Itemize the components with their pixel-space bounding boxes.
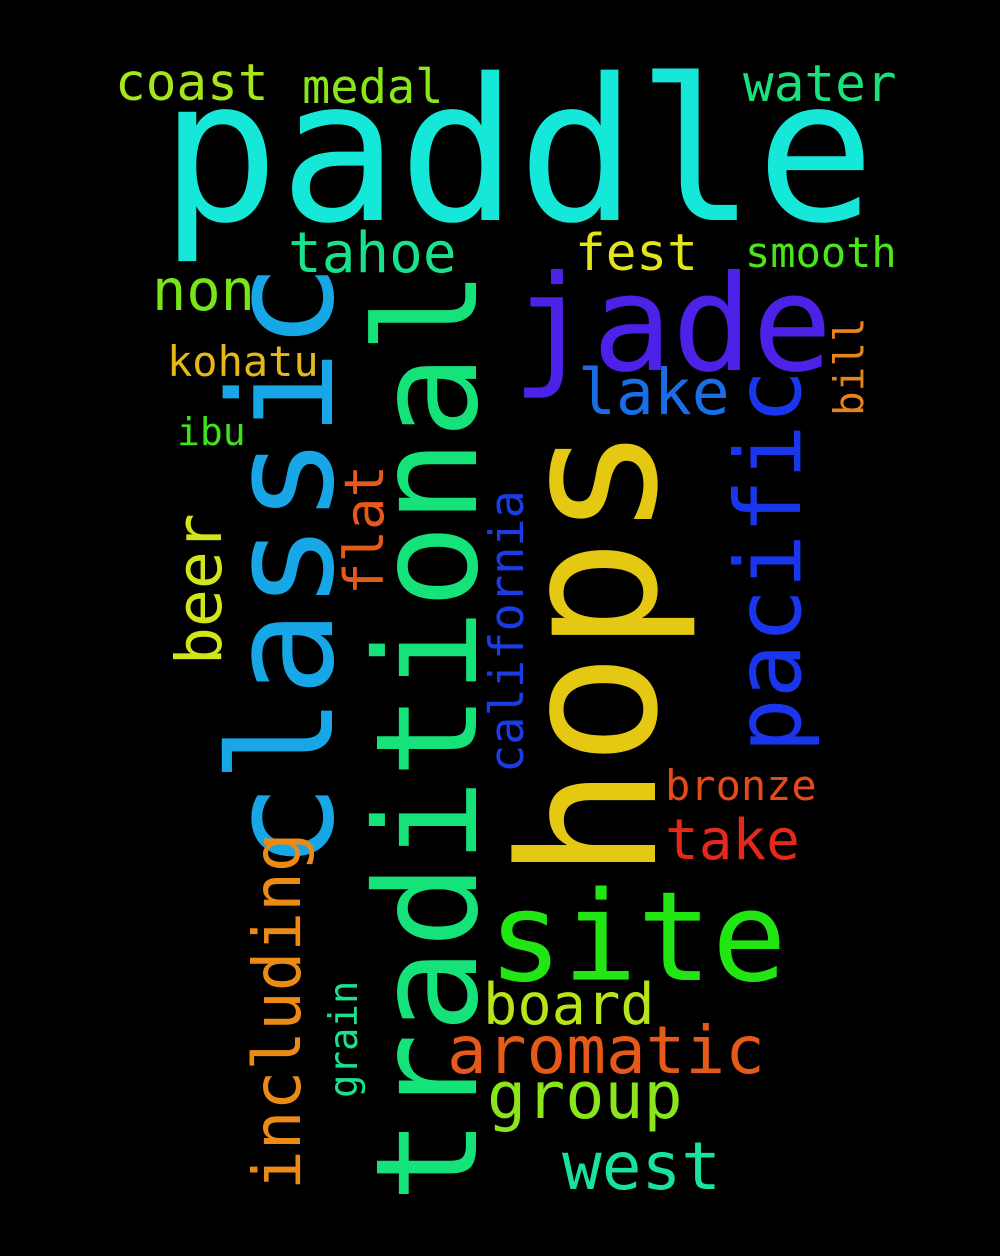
word-beer: beer — [163, 513, 236, 665]
word-flat: flat — [333, 464, 396, 595]
word-ibu: ibu — [177, 410, 246, 454]
word-paddle: paddle — [160, 36, 876, 267]
word-group: group — [487, 1059, 683, 1134]
word-bill: bill — [824, 317, 873, 416]
word-west: west — [562, 1128, 721, 1205]
word-kohatu: kohatu — [167, 337, 319, 386]
word-lake: lake — [578, 356, 730, 429]
word-smooth: smooth — [745, 227, 897, 277]
word-pacific: pacific — [716, 369, 822, 753]
word-water: water — [743, 54, 897, 114]
word-take: take — [665, 808, 800, 873]
word-jade: jade — [512, 248, 833, 402]
word-tahoe: tahoe — [288, 220, 457, 286]
word-board: board — [483, 972, 655, 1038]
word-non: non — [152, 258, 255, 324]
word-coast: coast — [115, 53, 269, 113]
word-grain: grain — [321, 980, 367, 1098]
word-california: california — [479, 490, 535, 773]
word-bronze: bronze — [665, 761, 817, 810]
word-aromatic: aromatic — [447, 1012, 765, 1089]
word-fest: fest — [575, 223, 698, 283]
word-site: site — [488, 866, 787, 1010]
word-medal: medal — [302, 60, 444, 115]
word-including: including — [239, 832, 316, 1190]
